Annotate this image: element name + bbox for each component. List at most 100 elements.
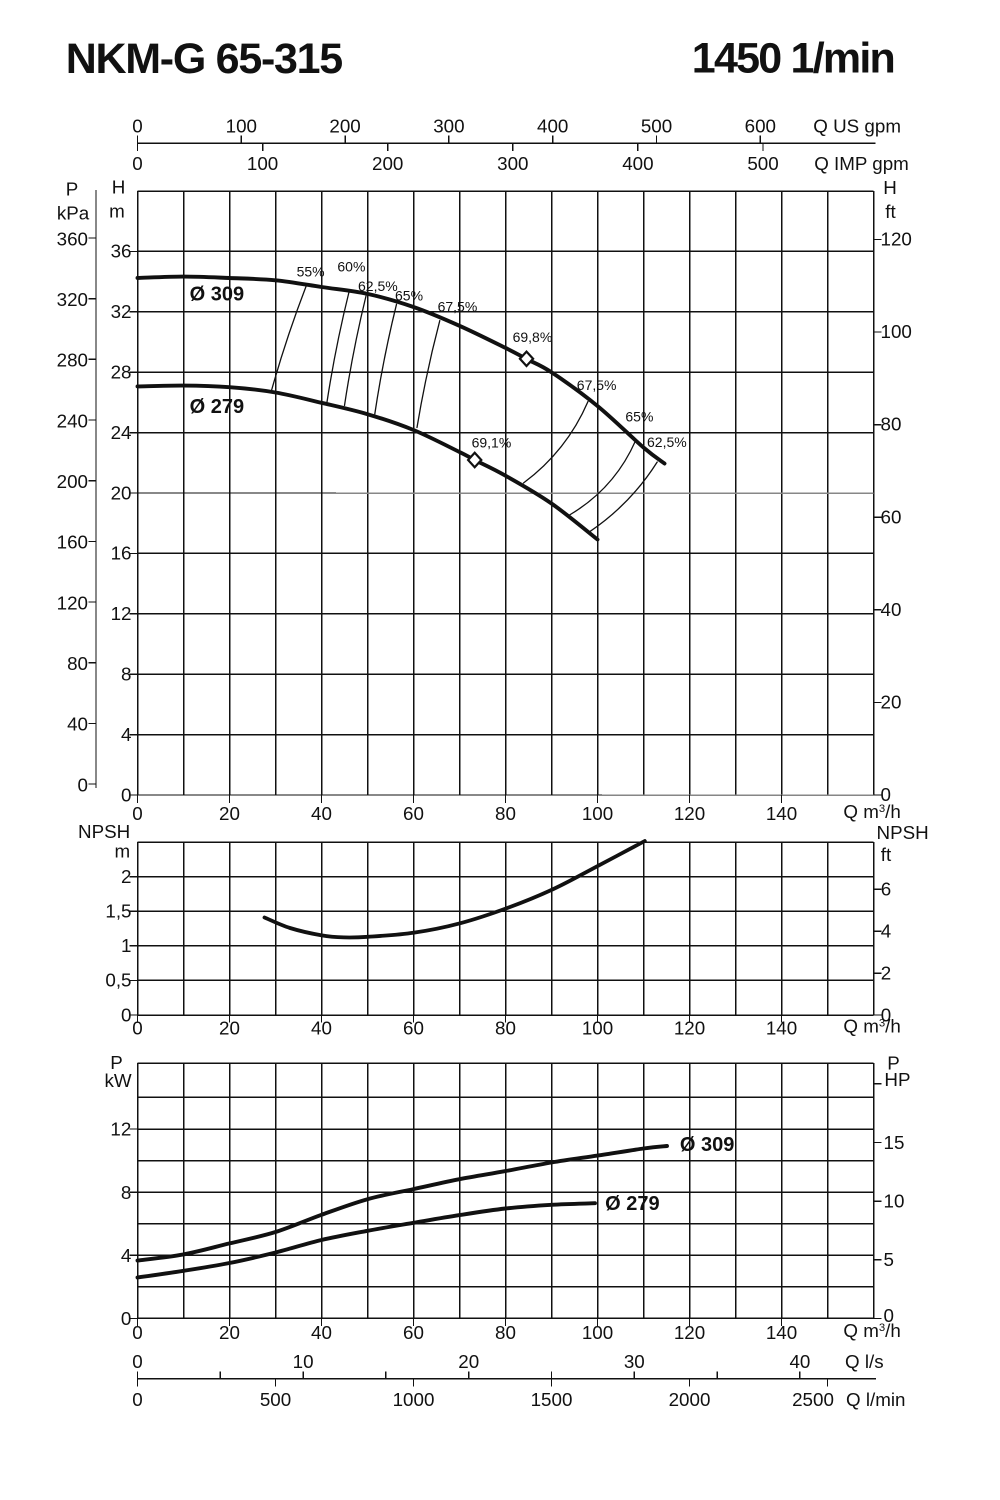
- svg-text:30: 30: [624, 1351, 645, 1372]
- svg-text:32: 32: [111, 301, 132, 322]
- svg-text:500: 500: [641, 116, 672, 137]
- svg-text:65%: 65%: [625, 409, 653, 425]
- svg-text:40: 40: [881, 599, 902, 620]
- svg-text:Ø 279: Ø 279: [190, 396, 244, 418]
- svg-text:60: 60: [403, 1322, 424, 1343]
- svg-text:0: 0: [132, 1322, 142, 1343]
- svg-text:100: 100: [582, 803, 613, 824]
- svg-text:m: m: [109, 201, 125, 222]
- svg-text:500: 500: [747, 153, 778, 174]
- svg-text:80: 80: [495, 1322, 516, 1343]
- svg-text:65%: 65%: [395, 288, 423, 304]
- svg-text:12: 12: [111, 603, 132, 624]
- svg-text:40: 40: [789, 1351, 810, 1372]
- svg-text:10: 10: [293, 1351, 314, 1372]
- svg-text:m: m: [115, 841, 131, 862]
- svg-text:40: 40: [311, 1322, 332, 1343]
- svg-text:120: 120: [57, 592, 88, 613]
- svg-text:Ø 309: Ø 309: [190, 283, 244, 305]
- svg-text:300: 300: [497, 153, 528, 174]
- svg-text:100: 100: [247, 153, 278, 174]
- svg-text:1: 1: [121, 935, 131, 956]
- svg-text:NPSH: NPSH: [78, 821, 130, 842]
- svg-text:20: 20: [111, 482, 132, 503]
- svg-text:Q m3/h: Q m3/h: [843, 1320, 900, 1341]
- svg-text:H: H: [112, 177, 126, 198]
- svg-text:0: 0: [881, 784, 891, 805]
- svg-text:60%: 60%: [337, 258, 365, 274]
- svg-text:5: 5: [884, 1249, 894, 1270]
- svg-text:360: 360: [57, 228, 88, 249]
- svg-text:600: 600: [745, 116, 776, 137]
- svg-text:20: 20: [219, 803, 240, 824]
- svg-text:8: 8: [121, 1182, 131, 1203]
- svg-text:Q l/s: Q l/s: [845, 1351, 884, 1372]
- svg-text:Q l/min: Q l/min: [846, 1389, 905, 1410]
- svg-text:P: P: [887, 1052, 900, 1073]
- svg-text:0: 0: [884, 1305, 894, 1326]
- svg-text:Q US gpm: Q US gpm: [813, 116, 901, 137]
- svg-text:280: 280: [57, 350, 88, 371]
- svg-text:4: 4: [121, 1245, 131, 1266]
- svg-text:2000: 2000: [669, 1389, 711, 1410]
- svg-text:HP: HP: [884, 1069, 910, 1090]
- svg-text:0: 0: [132, 116, 142, 137]
- svg-text:140: 140: [766, 803, 797, 824]
- svg-text:60: 60: [403, 1018, 424, 1039]
- svg-text:4: 4: [881, 920, 891, 941]
- svg-text:0,5: 0,5: [105, 970, 131, 991]
- svg-text:Q m3/h: Q m3/h: [843, 801, 900, 822]
- svg-text:400: 400: [537, 116, 568, 137]
- svg-text:120: 120: [881, 229, 912, 250]
- svg-text:40: 40: [67, 714, 88, 735]
- svg-text:0: 0: [132, 803, 142, 824]
- svg-text:140: 140: [766, 1018, 797, 1039]
- svg-text:69,8%: 69,8%: [513, 329, 553, 345]
- svg-text:0: 0: [132, 153, 142, 174]
- svg-text:80: 80: [495, 803, 516, 824]
- svg-text:60: 60: [403, 803, 424, 824]
- svg-text:2: 2: [881, 962, 891, 983]
- svg-text:240: 240: [57, 410, 88, 431]
- svg-text:16: 16: [111, 543, 132, 564]
- svg-text:67,5%: 67,5%: [438, 299, 478, 315]
- svg-text:100: 100: [582, 1322, 613, 1343]
- svg-text:80: 80: [67, 653, 88, 674]
- svg-text:2: 2: [121, 866, 131, 887]
- svg-text:NPSH: NPSH: [877, 822, 929, 843]
- svg-text:0: 0: [132, 1018, 142, 1039]
- svg-text:55%: 55%: [297, 263, 325, 279]
- svg-text:1000: 1000: [393, 1389, 435, 1410]
- svg-text:69,1%: 69,1%: [472, 435, 512, 451]
- svg-text:40: 40: [311, 1018, 332, 1039]
- svg-text:100: 100: [226, 116, 257, 137]
- svg-text:kPa: kPa: [57, 203, 90, 224]
- svg-text:NKM-G 65-315: NKM-G 65-315: [66, 35, 344, 83]
- svg-text:Ø 309: Ø 309: [680, 1134, 734, 1156]
- svg-text:36: 36: [111, 241, 132, 262]
- svg-text:67,5%: 67,5%: [577, 377, 617, 393]
- svg-text:10: 10: [884, 1191, 905, 1212]
- svg-text:200: 200: [57, 471, 88, 492]
- svg-text:0: 0: [121, 1308, 131, 1329]
- svg-text:Ø 279: Ø 279: [605, 1193, 659, 1215]
- svg-text:160: 160: [57, 532, 88, 553]
- svg-text:200: 200: [372, 153, 403, 174]
- svg-text:4: 4: [121, 724, 131, 745]
- svg-text:200: 200: [329, 116, 360, 137]
- svg-text:20: 20: [458, 1351, 479, 1372]
- svg-text:120: 120: [674, 1018, 705, 1039]
- svg-text:kW: kW: [104, 1070, 131, 1091]
- svg-text:80: 80: [881, 414, 902, 435]
- svg-text:0: 0: [132, 1389, 142, 1410]
- svg-text:62,5%: 62,5%: [647, 434, 687, 450]
- svg-text:320: 320: [57, 289, 88, 310]
- svg-text:140: 140: [766, 1322, 797, 1343]
- svg-text:20: 20: [219, 1322, 240, 1343]
- svg-text:0: 0: [881, 1004, 891, 1025]
- svg-text:0: 0: [121, 784, 131, 805]
- svg-text:0: 0: [121, 1004, 131, 1025]
- svg-text:0: 0: [78, 774, 88, 795]
- svg-text:ft: ft: [881, 844, 892, 865]
- svg-text:Q m3/h: Q m3/h: [843, 1016, 900, 1037]
